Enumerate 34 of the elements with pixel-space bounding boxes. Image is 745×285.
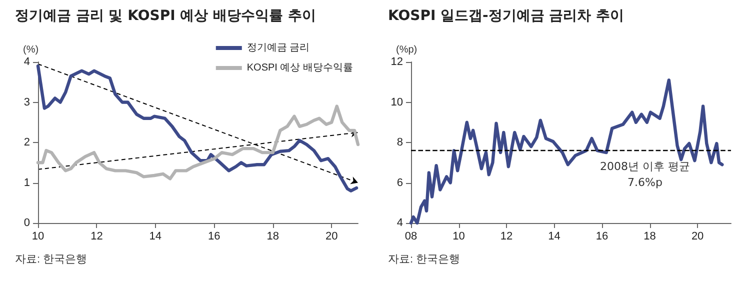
legend-label: 정기예금 금리 [246,42,310,54]
x-tick-label: 16 [208,230,220,242]
y-axis-title: (%) [23,44,39,56]
x-tick-label: 12 [500,230,513,242]
x-tick-label: 12 [90,230,103,242]
x-tick-label: 18 [644,230,656,242]
ref-line-label: 2008년 이후 평균 7.6%p [600,160,690,190]
y-tick-label: 4 [24,56,30,68]
y-tick-label: 0 [24,217,30,229]
text: 자료: 한국은행 [388,254,460,266]
y-axis-title: (%p) [396,44,418,56]
x-tick-label: 10 [32,230,44,242]
y-tick-label: 10 [390,96,403,108]
x-tick-label: 10 [452,230,465,242]
legend-label: KOSPI 예상 배당수익률 [246,62,353,74]
x-tick-label: 16 [596,230,608,242]
x-tick-label: 18 [266,230,279,242]
line-series [36,104,360,180]
chart-title: 정기예금 금리 및 KOSPI 예상 배당수익률 추이 [15,8,316,24]
line-series [409,78,724,225]
y-tick-label: 8 [396,136,403,148]
y-tick-label: 1 [24,176,30,189]
x-tick-label: 08 [404,230,418,242]
y-tick-label: 3 [24,96,30,108]
y-tick-label: 4 [396,217,403,229]
x-tick-label: 20 [691,230,704,242]
x-tick-label: 14 [548,230,560,242]
y-tick-label: 2 [24,136,30,148]
text: 자료: 한국은행 [15,254,88,266]
chart-title: KOSPI 일드갭-정기예금 금리차 추이 [388,8,624,24]
x-tick-label: 14 [149,230,162,242]
y-tick-label: 6 [396,176,403,189]
y-tick-label: 12 [390,56,403,68]
x-tick-label: 20 [325,230,338,242]
